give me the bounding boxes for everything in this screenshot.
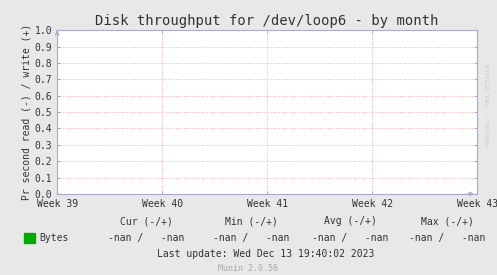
Text: Max (-/+): Max (-/+) <box>421 216 474 226</box>
Y-axis label: Pr second read (-) / write (+): Pr second read (-) / write (+) <box>22 24 32 200</box>
Text: -nan /   -nan: -nan / -nan <box>108 233 185 243</box>
Text: -nan /   -nan: -nan / -nan <box>409 233 486 243</box>
Title: Disk throughput for /dev/loop6 - by month: Disk throughput for /dev/loop6 - by mont… <box>95 14 439 28</box>
Text: RRDTOOL / TOBI OETIKER: RRDTOOL / TOBI OETIKER <box>486 63 491 146</box>
Text: Min (-/+): Min (-/+) <box>225 216 277 226</box>
Text: Cur (-/+): Cur (-/+) <box>120 216 173 226</box>
Text: Avg (-/+): Avg (-/+) <box>324 216 377 226</box>
Text: -nan /   -nan: -nan / -nan <box>312 233 389 243</box>
Text: Last update: Wed Dec 13 19:40:02 2023: Last update: Wed Dec 13 19:40:02 2023 <box>157 249 375 259</box>
Text: -nan /   -nan: -nan / -nan <box>213 233 289 243</box>
Text: Munin 2.0.56: Munin 2.0.56 <box>219 264 278 273</box>
Text: Bytes: Bytes <box>39 233 68 243</box>
